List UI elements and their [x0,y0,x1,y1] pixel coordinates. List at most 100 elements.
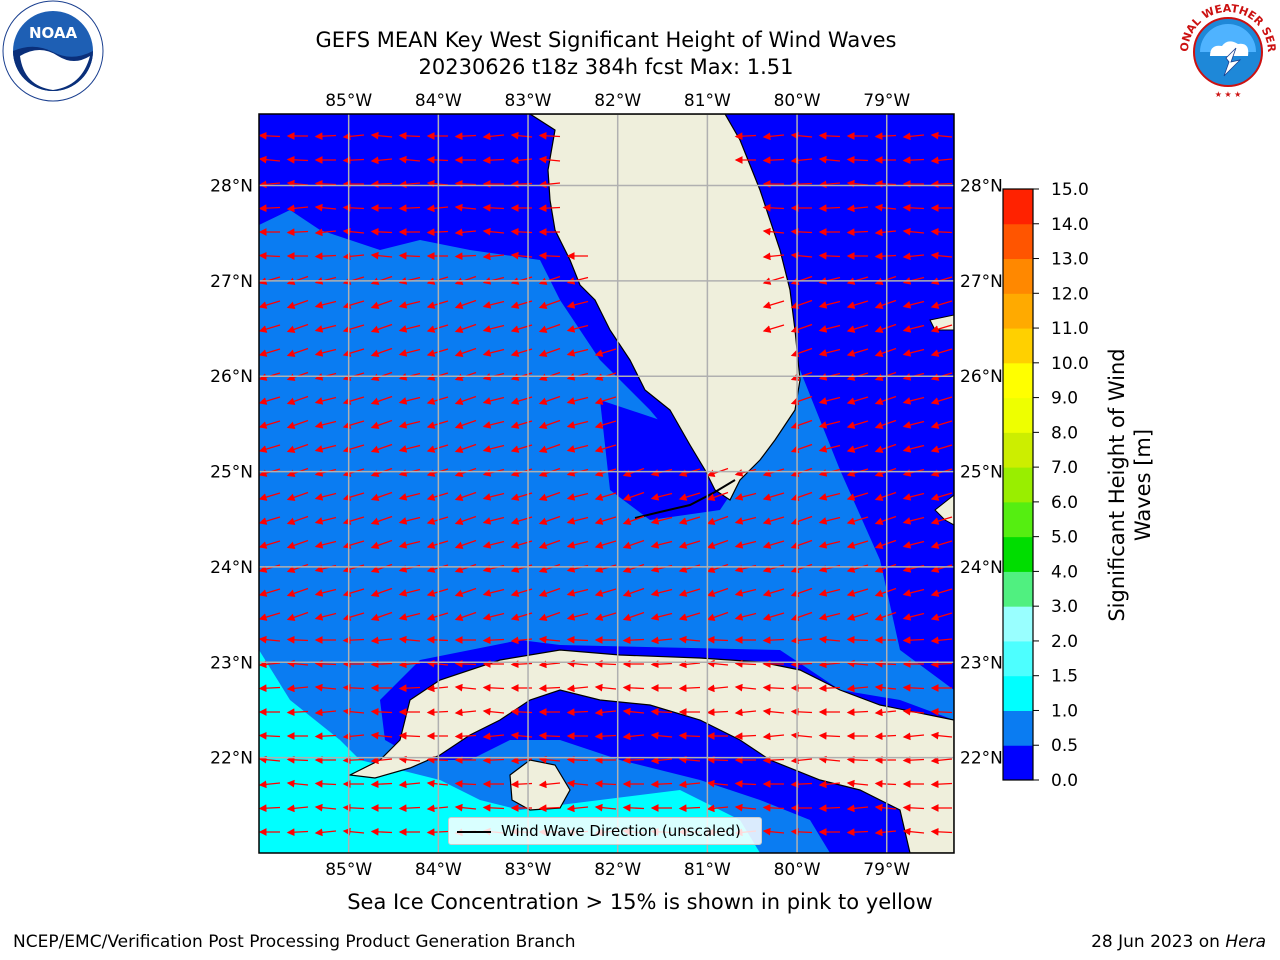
wave-arrow [342,300,365,309]
wave-arrow [846,684,869,693]
wave-arrow [706,611,729,622]
wave-arrow [538,515,561,526]
wave-arrow [342,732,365,741]
wave-arrow [594,492,617,501]
wave-arrow [259,780,281,789]
wave-arrow [818,300,841,309]
wave-arrow [818,492,841,501]
wave-arrow [314,828,337,837]
wave-arrow [678,612,701,621]
wave-arrow [398,588,421,597]
wave-arrow [342,756,365,765]
wave-arrow [790,156,813,165]
wave-arrow [398,444,421,453]
wave-arrow [902,300,925,309]
wave-arrow [566,276,589,285]
wave-arrow [594,516,617,525]
wave-arrow [538,323,561,334]
wave-arrow [902,827,925,836]
colorbar-segment [1003,640,1033,677]
wave-arrow [902,732,925,741]
wave-arrow [538,443,561,454]
wave-arrow [538,204,561,213]
wave-arrow [370,299,393,310]
wave-arrow [538,395,561,406]
credit-right: 28 Jun 2023 on Hera [1091,932,1266,952]
lon-tick-label-top: 84°W [415,91,462,111]
wave-arrow [314,732,337,741]
wave-arrow [454,491,477,502]
wave-arrow [538,587,561,598]
wave-arrow [678,804,701,813]
wave-arrow [286,539,309,550]
wave-arrow [454,299,477,310]
wave-arrow [566,804,589,813]
lat-tick-label-left: 26°N [210,367,253,387]
wave-arrow [286,179,309,188]
wave-arrow [342,276,365,285]
wave-arrow [286,275,309,286]
wave-arrow [538,684,561,693]
wave-arrow [259,180,281,189]
colorbar-tick-label: 10.0 [1051,354,1089,374]
colorbar-tick-label: 6.0 [1051,493,1078,513]
wave-arrow [930,588,953,597]
wave-arrow [790,731,813,740]
wave-arrow [454,252,477,261]
wave-arrow [706,515,729,526]
wave-arrow [286,635,309,644]
wave-arrow [398,660,421,669]
wave-arrow [482,803,505,812]
wave-arrow [790,395,813,406]
wave-arrow [538,155,561,164]
wave-arrow [538,755,561,764]
wave-arrow [818,396,841,405]
wave-arrow [370,347,393,358]
legend-label: Wind Wave Direction (unscaled) [501,822,741,840]
wave-arrow [314,492,337,501]
wave-arrow [790,323,813,334]
wave-arrow [846,828,869,837]
wave-arrow [370,395,393,406]
wave-arrow [398,396,421,405]
wave-arrow [930,564,953,573]
wave-arrow [902,756,925,765]
wave-arrow [594,779,617,788]
wave-arrow [818,635,841,644]
wave-arrow [846,516,869,525]
wave-arrow [342,540,365,549]
wave-arrow [622,707,645,716]
wave-arrow [650,516,673,525]
wave-arrow [622,611,645,622]
chart-subtitle: 20230626 t18z 384h fcst Max: 1.51 [418,55,794,79]
wave-arrow [398,516,421,525]
wave-arrow [314,683,337,692]
wave-arrow [259,612,281,621]
wave-arrow [314,803,337,812]
wave-arrow [818,251,841,260]
wave-arrow [762,252,785,261]
wave-arrow [482,540,505,549]
colorbar-segment [1003,328,1033,364]
wave-arrow [650,660,673,669]
wave-arrow [259,588,281,597]
wave-arrow [370,539,393,550]
wave-arrow [622,732,645,741]
wave-arrow [678,516,701,525]
wave-arrow [286,708,309,717]
ocean-fill-low-keys [600,400,740,520]
wave-arrow [818,731,841,740]
wave-arrow [482,444,505,453]
wave-arrow [678,660,701,669]
wave-arrow [594,396,617,405]
wave-arrow [398,420,421,429]
wave-arrow [734,803,757,812]
wave-arrow [342,803,365,812]
wave-arrow [259,420,281,429]
wave-arrow [790,636,813,645]
wave-arrow [818,204,841,213]
colorbar-tick-label: 2.0 [1051,632,1078,652]
wave-arrow [566,612,589,621]
colorbar-tick-label: 14.0 [1051,215,1089,235]
wave-arrow [538,635,561,644]
